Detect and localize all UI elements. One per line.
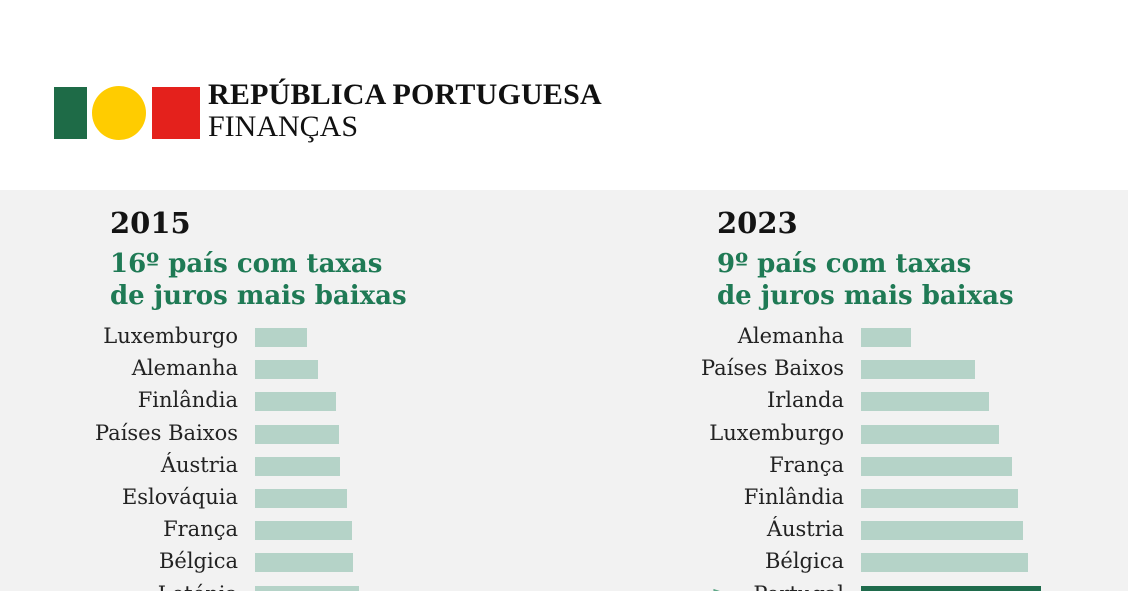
bar <box>255 553 353 573</box>
brand-title: REPÚBLICA PORTUGUESA <box>208 78 602 111</box>
bar-row: Luxemburgo <box>0 322 307 354</box>
bar-row: França <box>0 515 352 547</box>
bar-row: Portugal ► <box>0 580 1041 591</box>
category-label: Finlândia <box>743 485 844 509</box>
bar <box>861 553 1028 573</box>
flag-yellow-circle <box>92 86 146 140</box>
category-label: Letónia <box>158 582 238 591</box>
category-label: Áustria <box>766 517 844 542</box>
chart-title: 2023 <box>717 206 798 240</box>
bar-row: Bélgica <box>0 547 353 579</box>
bar <box>255 328 307 347</box>
bar-row: Áustria <box>0 451 341 483</box>
category-label: Alemanha <box>131 356 238 381</box>
flag-red-block <box>152 87 200 139</box>
chart-subtitle-line-2: de juros mais baixas <box>717 281 1014 311</box>
bar <box>861 328 912 347</box>
flag-green-block <box>54 87 87 139</box>
category-label: Bélgica <box>764 549 844 574</box>
category-label: Finlândia <box>137 388 238 413</box>
bar-row: França <box>0 451 1013 483</box>
bar <box>861 489 1019 508</box>
chart-subtitle: 16º país com taxas de juros mais baixas <box>110 248 407 312</box>
bar-row: Alemanha <box>0 354 318 386</box>
bar-row: Irlanda <box>0 386 990 418</box>
category-label: Portugal <box>753 582 844 591</box>
category-label: Irlanda <box>766 388 844 413</box>
category-label: França <box>163 517 238 542</box>
arrow-marker-icon: ► <box>713 580 728 591</box>
bar-row: Áustria <box>0 515 1023 547</box>
brand: REPÚBLICA PORTUGUESA FINANÇAS <box>208 80 602 142</box>
bar <box>861 424 999 444</box>
bar <box>255 424 339 444</box>
bar <box>861 521 1023 541</box>
category-label: Eslováquia <box>121 485 238 509</box>
category-label: França <box>769 452 844 477</box>
bar <box>255 521 352 541</box>
bar <box>255 585 359 591</box>
bar-row: Finlândia <box>0 386 337 418</box>
bar-row: Luxemburgo <box>0 419 999 451</box>
chart-subtitle-line-1: 16º país com taxas <box>110 249 383 279</box>
category-label: Alemanha <box>737 324 844 348</box>
bar <box>861 360 975 380</box>
highlighted-bar <box>861 585 1041 591</box>
category-label: Países Baixos <box>700 356 844 381</box>
category-label: Países Baixos <box>94 420 238 445</box>
bar <box>255 456 341 476</box>
category-label: Áustria <box>160 452 238 477</box>
bar <box>255 392 337 412</box>
bar <box>861 392 990 412</box>
bar <box>255 360 318 380</box>
bar-row: Letónia <box>0 580 359 591</box>
bar-row: Alemanha <box>0 322 912 354</box>
category-label: Luxemburgo <box>103 324 238 348</box>
chart-title: 2015 <box>110 206 191 240</box>
header: REPÚBLICA PORTUGUESA FINANÇAS <box>0 0 1128 190</box>
brand-subtitle: FINANÇAS <box>208 110 359 143</box>
bar-row: Países Baixos <box>0 419 339 451</box>
chart-panel: 2015 16º país com taxas de juros mais ba… <box>0 190 1128 591</box>
chart-subtitle-line-1: 9º país com taxas <box>717 249 972 279</box>
bar-row: Finlândia <box>0 483 1019 515</box>
bar-row: Bélgica <box>0 547 1028 579</box>
chart-subtitle-line-2: de juros mais baixas <box>110 281 407 311</box>
category-label: Luxemburgo <box>709 420 844 445</box>
category-label: Bélgica <box>158 549 238 574</box>
chart-subtitle: 9º país com taxas de juros mais baixas <box>717 248 1014 312</box>
bar <box>861 456 1013 476</box>
bar-row: Eslováquia <box>0 483 348 515</box>
bar <box>255 489 348 508</box>
bar-row: Países Baixos <box>0 354 975 386</box>
